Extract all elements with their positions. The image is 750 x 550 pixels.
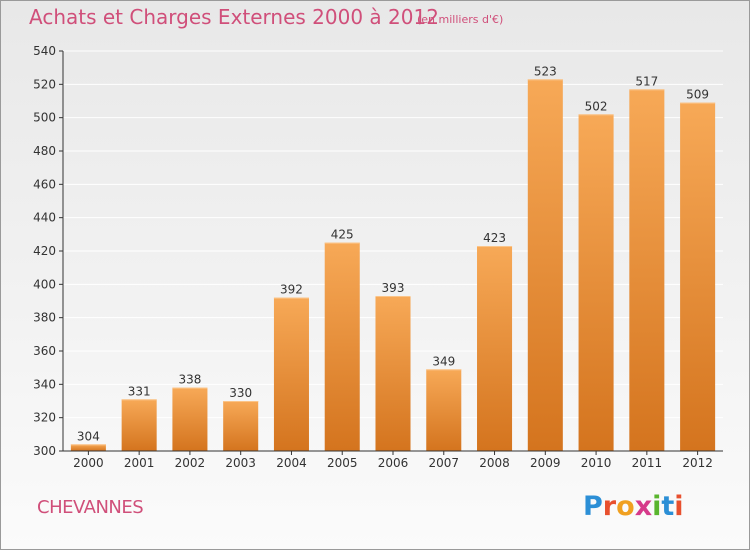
y-tick-label: 460 — [33, 177, 56, 191]
y-tick-label: 380 — [33, 311, 56, 325]
bar — [527, 79, 563, 451]
y-tick-label: 520 — [33, 77, 56, 91]
bar — [375, 296, 411, 451]
x-tick-label: 2005 — [327, 456, 358, 470]
data-label: 423 — [483, 231, 506, 245]
y-tick-label: 300 — [33, 444, 56, 458]
x-tick-label: 2008 — [479, 456, 510, 470]
y-tick-label: 480 — [33, 144, 56, 158]
data-label: 331 — [128, 384, 151, 398]
y-tick-label: 440 — [33, 211, 56, 225]
data-label: 304 — [77, 429, 100, 443]
bar — [629, 89, 665, 451]
x-tick-label: 2001 — [124, 456, 155, 470]
x-tick-label: 2003 — [225, 456, 256, 470]
chart-title: Achats et Charges Externes 2000 à 2012 — [29, 5, 439, 29]
data-label: 509 — [686, 88, 709, 102]
x-tick-label: 2000 — [73, 456, 104, 470]
x-tick-label: 2011 — [632, 456, 663, 470]
x-tick-label: 2009 — [530, 456, 561, 470]
y-tick-label: 500 — [33, 111, 56, 125]
x-tick-label: 2012 — [682, 456, 713, 470]
bar — [121, 399, 157, 451]
y-tick-label: 540 — [33, 44, 56, 58]
data-label: 392 — [280, 283, 303, 297]
axes: 300 320 340 360 380 400 420 440 460 480 500 520 540 2… — [33, 44, 723, 470]
bar — [578, 114, 614, 451]
x-tick-label: 2006 — [378, 456, 409, 470]
bar — [680, 102, 716, 452]
x-tick-label: 2002 — [175, 456, 206, 470]
bar — [477, 246, 513, 451]
data-label: 349 — [432, 354, 455, 368]
bar — [324, 242, 360, 451]
bar — [426, 369, 462, 451]
y-tick-label: 360 — [33, 344, 56, 358]
bar — [70, 444, 106, 451]
chart-subtitle: (en milliers d'€) — [417, 13, 504, 26]
proxiti-logo: Proxiti — [583, 491, 684, 522]
data-label: 517 — [635, 74, 658, 88]
y-tick-label: 340 — [33, 377, 56, 391]
commune-name: CHEVANNES — [37, 497, 144, 518]
x-tick-label: 2004 — [276, 456, 307, 470]
bar — [223, 401, 259, 451]
data-label: 393 — [382, 281, 405, 295]
y-tick-label: 400 — [33, 277, 56, 291]
data-label: 425 — [331, 228, 354, 242]
data-label: 330 — [229, 386, 252, 400]
bar — [172, 387, 208, 451]
data-label: 338 — [178, 373, 201, 387]
y-tick-label: 320 — [33, 411, 56, 425]
data-label: 502 — [585, 99, 608, 113]
y-tick-label: 420 — [33, 244, 56, 258]
x-tick-label: 2010 — [581, 456, 612, 470]
bars: 304 331 338 330 392 425 393 349 423 523 502 517 509 — [70, 64, 716, 452]
bar — [273, 297, 309, 451]
x-tick-label: 2007 — [428, 456, 459, 470]
data-label: 523 — [534, 64, 557, 78]
